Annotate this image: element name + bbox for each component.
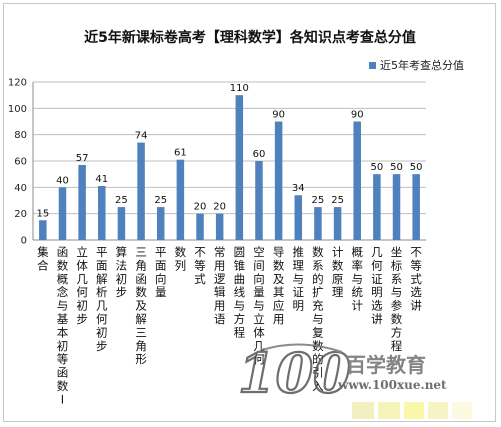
watermark-brand: 百学教育	[346, 353, 426, 377]
data-label: 110	[230, 83, 249, 94]
y-tick-label: 60	[14, 157, 27, 168]
bar	[255, 161, 263, 240]
bar	[274, 121, 283, 240]
y-tick-label: 120	[8, 78, 27, 89]
data-label: 50	[410, 162, 423, 173]
data-label: 74	[135, 131, 148, 142]
bar	[353, 121, 361, 240]
legend-label: 近5年考查总分值	[380, 58, 464, 72]
category-label: 导数及其应用	[273, 245, 285, 326]
data-label: 20	[194, 202, 207, 213]
y-tick-label: 0	[21, 236, 27, 247]
category-label: 几何证明选讲	[371, 245, 383, 326]
y-tick-label: 100	[8, 104, 27, 115]
data-label: 60	[253, 149, 266, 160]
data-label: 50	[371, 162, 384, 173]
data-label: 50	[390, 162, 403, 173]
category-label: 坐标系与参数方程	[391, 245, 403, 353]
category-label: 数系的扩充与复数的引入	[312, 245, 324, 393]
bar	[117, 207, 126, 240]
category-label: 函数概念与基本初等函数 Ⅰ	[57, 245, 69, 406]
watermark-digits: 100	[238, 341, 351, 405]
category-label: 不等式选讲	[410, 245, 422, 313]
category-label: 常用逻辑用语	[214, 245, 226, 326]
legend-swatch	[369, 62, 376, 69]
data-label: 57	[76, 153, 89, 164]
data-label: 25	[154, 195, 167, 206]
bar	[137, 142, 145, 240]
decor-block	[452, 402, 472, 419]
category-label: 集合	[37, 245, 49, 272]
category-label: 计数原理	[332, 245, 344, 299]
category-label: 概率与统计	[351, 245, 363, 313]
decor-block	[404, 402, 424, 419]
data-label: 25	[312, 195, 325, 206]
data-label: 25	[331, 195, 344, 206]
data-label: 34	[292, 183, 305, 194]
category-label: 平面解析几何初步	[96, 245, 108, 353]
decor-block	[428, 402, 448, 419]
category-label: 数列	[175, 245, 187, 272]
bar	[176, 159, 185, 240]
y-tick-label: 20	[14, 209, 27, 220]
y-tick-label: 40	[14, 183, 27, 194]
bar	[39, 220, 47, 240]
category-label: 立体几何初步	[76, 245, 88, 326]
bar	[373, 174, 381, 240]
bar	[156, 207, 165, 240]
bar	[215, 213, 224, 240]
y-tick-label: 80	[14, 130, 27, 141]
data-label: 90	[351, 110, 364, 121]
category-label: 不等式	[194, 245, 206, 286]
category-label: 空间向量与立体几何	[253, 245, 265, 366]
chart-title: 近5年新课标卷高考【理科数学】各知识点考查总分值	[84, 29, 416, 46]
data-label: 41	[95, 174, 108, 185]
watermark-url: www.100xue.net	[337, 378, 447, 392]
bar	[392, 174, 401, 240]
data-label: 25	[115, 195, 128, 206]
data-label: 20	[213, 202, 226, 213]
data-label: 40	[56, 175, 69, 186]
bar	[314, 207, 322, 240]
category-label: 圆锥曲线与方程	[234, 245, 246, 339]
category-label: 平面向量	[155, 245, 167, 299]
decor-block	[378, 402, 400, 419]
category-label: 推理与证明	[293, 245, 305, 313]
bar	[235, 95, 244, 241]
bar	[196, 213, 204, 240]
bar	[98, 186, 106, 240]
bar	[333, 207, 342, 240]
category-label: 三角函数及解三角形	[135, 245, 147, 366]
watermark-swoosh	[261, 343, 343, 353]
data-label: 90	[272, 110, 285, 121]
category-label: 算法初步	[116, 245, 128, 299]
decor-block	[352, 402, 374, 419]
data-label: 61	[174, 148, 187, 159]
bar	[58, 187, 67, 240]
bar	[412, 174, 420, 240]
bar	[78, 164, 86, 240]
bar	[294, 195, 303, 240]
data-label: 15	[36, 208, 49, 219]
